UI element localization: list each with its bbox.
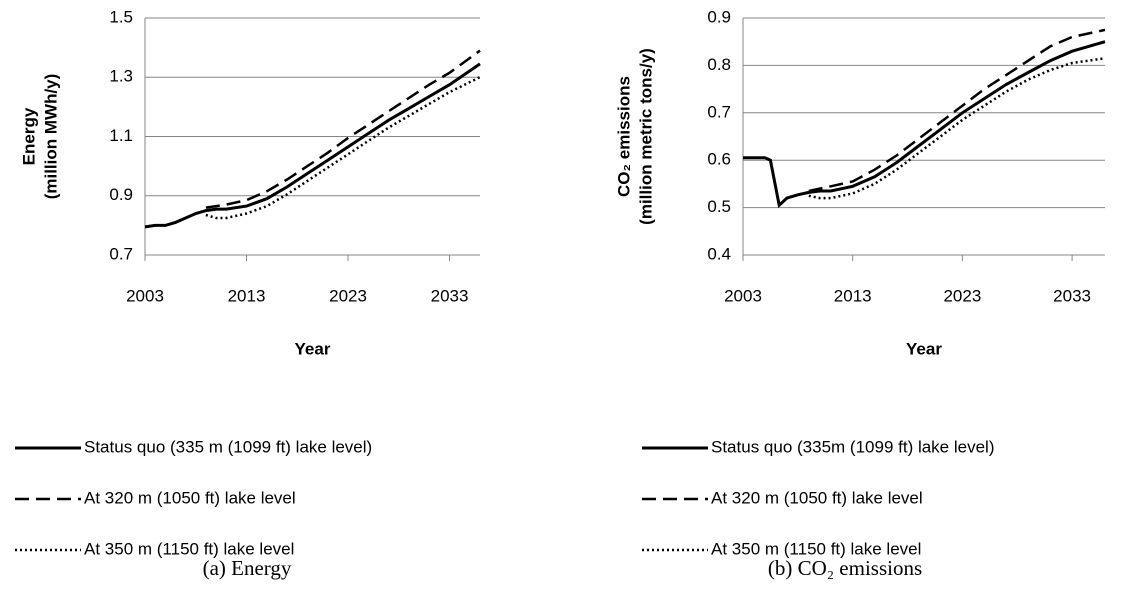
x-tick-label: 2033 [1053, 286, 1091, 305]
legend-label: At 350 m (1150 ft) lake level [84, 539, 294, 558]
y-tick-label: 0.9 [707, 7, 731, 26]
series-line [205, 49, 481, 209]
y-tick-label: 1.5 [109, 7, 133, 26]
x-tick-label: 2023 [329, 286, 367, 305]
y-axis-label: Energy [19, 107, 38, 165]
series-line [205, 76, 481, 220]
y-tick-label: 0.7 [109, 244, 133, 263]
y-tick-label: 1.1 [109, 126, 133, 145]
x-tick-label: 2013 [834, 286, 872, 305]
x-tick-label: 2023 [943, 286, 981, 305]
series-line [743, 40, 1106, 209]
y-tick-label: 0.4 [707, 244, 731, 263]
x-axis-label: Year [906, 339, 942, 358]
legend-label: At 320 m (1050 ft) lake level [711, 488, 923, 507]
x-tick-label: 2003 [724, 286, 762, 305]
series-line [808, 57, 1106, 200]
y-axis-label: CO₂ emissions [614, 76, 633, 197]
legend-label: At 320 m (1050 ft) lake level [84, 488, 296, 507]
y-axis-label: (million metric tons/y) [636, 48, 655, 225]
legend-label: Status quo (335m (1099 ft) lake level) [711, 437, 994, 456]
legend-label: Status quo (335 m (1099 ft) lake level) [84, 437, 372, 456]
chart-caption: (b) CO₂ emissions [768, 556, 922, 580]
y-tick-label: 0.9 [109, 185, 133, 204]
y-tick-label: 0.5 [707, 197, 731, 216]
y-tick-label: 1.3 [109, 67, 133, 86]
y-tick-label: 0.8 [707, 55, 731, 74]
series-line [144, 62, 481, 229]
x-tick-label: 2033 [431, 286, 469, 305]
x-tick-label: 2003 [126, 286, 164, 305]
x-axis-label: Year [295, 339, 331, 358]
legend-label: At 350 m (1150 ft) lake level [711, 539, 921, 558]
y-tick-label: 0.6 [707, 150, 731, 169]
chart-caption: (a) Energy [203, 556, 292, 580]
y-tick-label: 0.7 [707, 102, 731, 121]
y-axis-label: (million MWh/y) [41, 74, 60, 200]
series-line [808, 28, 1106, 193]
x-tick-label: 2013 [228, 286, 266, 305]
